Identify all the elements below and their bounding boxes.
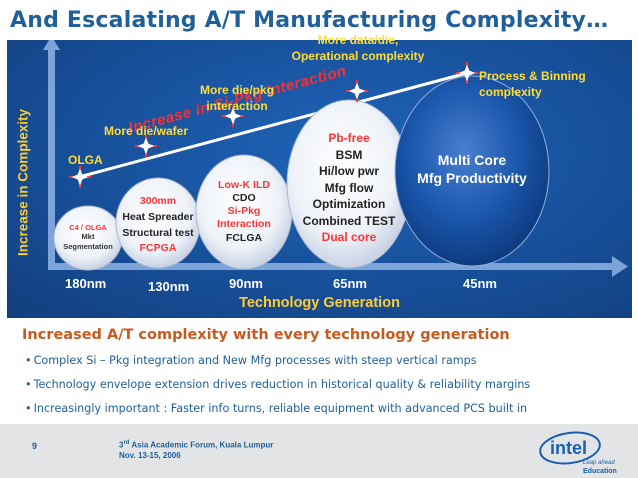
slide-footer: 9 3rd Asia Academic Forum, Kuala Lumpur … — [0, 424, 638, 478]
bubble-text-180nm: C4 / OLGA Mkt Segmentation — [63, 223, 113, 251]
milestone-label: More die/wafer — [104, 124, 189, 138]
section-heading: Increased A/T complexity with every tech… — [22, 327, 510, 343]
node-label: 90nm — [229, 276, 263, 291]
x-axis-arrowhead — [612, 256, 628, 277]
bubble-text-65nm: Pb-free BSM Hi/low pwr Mfg flow Optimiza… — [302, 131, 396, 245]
list-item: Increasingly important : Faster info tur… — [25, 402, 530, 426]
x-axis-bar — [48, 263, 614, 270]
node-label: 130nm — [148, 279, 190, 294]
milestone-label: Process & Binning complexity — [479, 69, 586, 100]
milestone-label: More die/pkg interaction — [200, 83, 275, 114]
conference-info: 3rd Asia Academic Forum, Kuala Lumpur No… — [119, 440, 274, 461]
svg-text:Leap ahead: Leap ahead — [583, 460, 615, 466]
bubble-text-130nm: 300mm Heat Spreader Structural test FCPG… — [122, 195, 194, 255]
bubble-text-45nm: Multi Core Mfg Productivity — [417, 152, 527, 187]
slide-title: And Escalating A/T Manufacturing Complex… — [10, 8, 609, 33]
milestone-label: OLGA — [68, 153, 103, 167]
x-axis-label: Technology Generation — [239, 295, 400, 311]
list-item: Complex Si – Pkg integration and New Mfg… — [25, 354, 530, 378]
bubble-text-90nm: Low-K ILD CDO Si-Pkg Interaction FCLGA — [217, 179, 271, 244]
list-item: Technology envelope extension drives red… — [25, 378, 531, 402]
node-label: 45nm — [463, 276, 497, 291]
bullet-list: Complex Si – Pkg integration and New Mfg… — [25, 354, 531, 426]
milestone-star-icon — [135, 135, 157, 157]
complexity-diagram: Increase in Complexity Increase in Si-Pk… — [7, 33, 632, 318]
svg-text:intel: intel — [550, 438, 587, 458]
y-axis-label: Increase in Complexity — [15, 108, 31, 257]
bubble-45nm — [394, 75, 550, 267]
milestone-star-icon — [346, 80, 368, 102]
trend-line — [78, 71, 468, 179]
milestone-star-icon — [69, 166, 91, 188]
svg-text:Education: Education — [583, 468, 617, 475]
milestone-star-icon — [222, 105, 244, 127]
node-label: 180nm — [65, 276, 107, 291]
page-number: 9 — [32, 441, 38, 451]
node-label: 65nm — [333, 276, 367, 291]
y-axis-bar — [48, 48, 55, 270]
diagram-graphics — [43, 40, 628, 277]
y-axis-arrowhead — [43, 40, 60, 50]
milestone-star-icon — [456, 62, 478, 84]
milestone-label: More data/die, Operational complexity — [291, 33, 425, 64]
intel-logo-icon: intel Leap ahead Education — [539, 431, 617, 475]
